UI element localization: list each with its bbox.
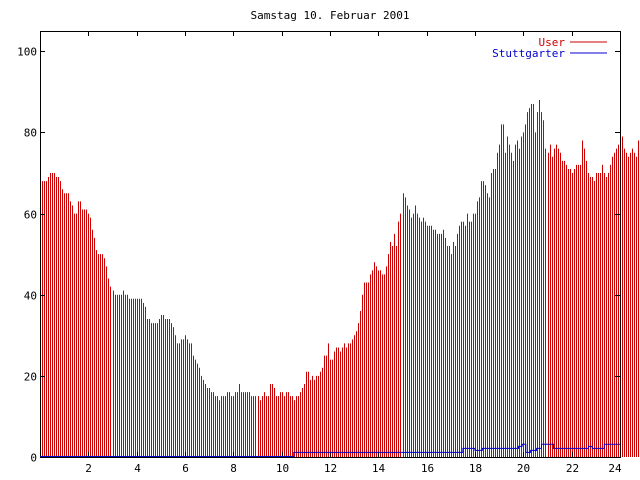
x-tick-label: 22 [566,462,579,475]
x-tick-label: 14 [372,462,386,475]
y-tick-label: 20 [24,371,37,384]
x-tick-label: 8 [230,462,237,475]
x-tick-label: 4 [134,462,141,475]
y-tick-label: 40 [24,290,37,303]
y-tick-label: 100 [17,46,37,59]
x-tick-label: 2 [85,462,92,475]
y-tick-label: 80 [24,127,37,140]
x-tick-label: 16 [421,462,434,475]
chart-title: Samstag 10. Februar 2001 [251,9,410,22]
x-tick-label: 20 [517,462,530,475]
user-series [40,99,639,457]
legend: User Stuttgarter [492,36,607,60]
x-tick-label: 6 [182,462,189,475]
x-tick-label: 10 [276,462,289,475]
stuttgarter-line [40,443,620,457]
x-tick-label: 12 [324,462,337,475]
x-tick-label: 24 [608,462,622,475]
stuttgarter-series [40,443,620,457]
legend-label-user: User [539,36,566,49]
legend-label-stuttgarter: Stuttgarter [492,47,565,60]
x-tick-label: 18 [469,462,482,475]
y-tick-label: 60 [24,209,37,222]
y-tick-label: 0 [30,452,37,465]
